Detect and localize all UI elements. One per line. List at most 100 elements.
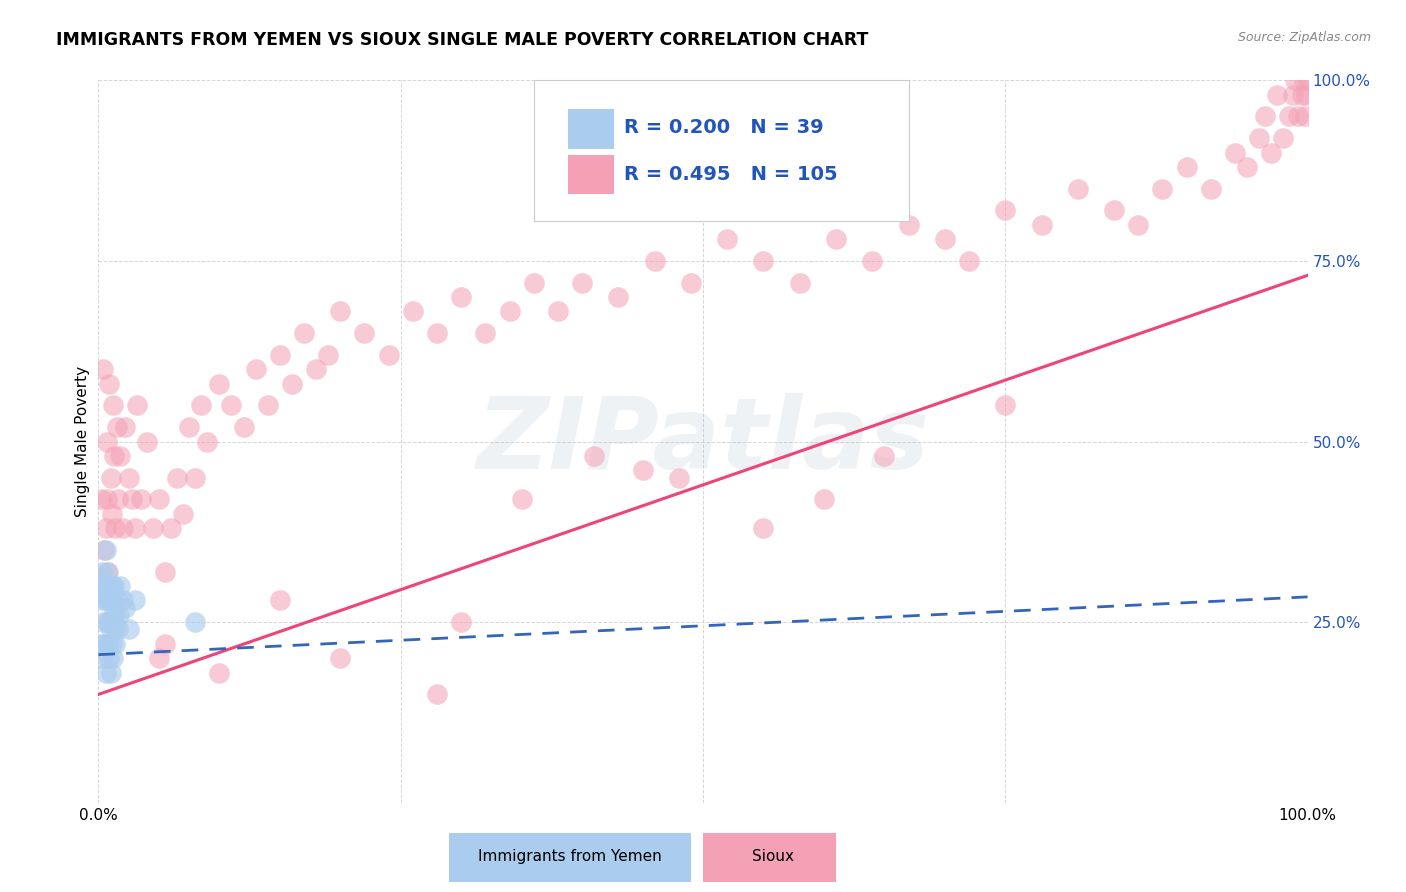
Point <box>107 492 129 507</box>
Point <box>94 542 117 557</box>
FancyBboxPatch shape <box>449 833 690 882</box>
Point <box>105 420 128 434</box>
Point <box>160 521 183 535</box>
Point <box>153 565 176 579</box>
Point <box>329 651 352 665</box>
Point <box>94 593 117 607</box>
Point <box>114 600 136 615</box>
Point <box>114 420 136 434</box>
Point <box>305 362 328 376</box>
Point <box>994 398 1017 412</box>
Point <box>100 623 122 637</box>
Point <box>1272 131 1295 145</box>
Point <box>93 579 115 593</box>
Point <box>107 623 129 637</box>
Point <box>450 290 472 304</box>
FancyBboxPatch shape <box>703 833 837 882</box>
Point <box>1254 110 1277 124</box>
Point <box>1175 160 1198 174</box>
Point <box>98 376 121 391</box>
Point <box>1278 110 1301 124</box>
Point <box>426 326 449 340</box>
Point <box>100 665 122 680</box>
Point <box>1236 160 1258 174</box>
Point <box>1267 87 1289 102</box>
Point <box>111 593 134 607</box>
Point <box>118 623 141 637</box>
Point <box>97 637 120 651</box>
Point <box>94 521 117 535</box>
Point <box>860 253 883 268</box>
Point <box>668 470 690 484</box>
Point <box>1282 87 1305 102</box>
Point <box>100 507 122 521</box>
Point <box>129 492 152 507</box>
Text: Sioux: Sioux <box>752 849 794 864</box>
Point <box>873 449 896 463</box>
Point <box>89 637 111 651</box>
Point <box>97 565 120 579</box>
Point <box>281 376 304 391</box>
FancyBboxPatch shape <box>568 109 613 149</box>
Point <box>111 521 134 535</box>
Point <box>1291 87 1313 102</box>
Point <box>91 593 114 607</box>
Point <box>135 434 157 449</box>
Point <box>752 521 775 535</box>
FancyBboxPatch shape <box>568 154 613 194</box>
Point <box>121 492 143 507</box>
Point <box>1292 73 1315 87</box>
Point <box>101 593 124 607</box>
Point <box>1296 73 1319 87</box>
Point <box>91 362 114 376</box>
Point <box>100 637 122 651</box>
Point <box>208 376 231 391</box>
Point <box>1294 110 1316 124</box>
Point <box>166 470 188 484</box>
Point <box>93 637 115 651</box>
Point <box>269 593 291 607</box>
Point <box>450 615 472 630</box>
Point <box>93 542 115 557</box>
Point <box>402 304 425 318</box>
Point <box>96 565 118 579</box>
Point <box>426 687 449 701</box>
Point <box>98 615 121 630</box>
Point <box>97 593 120 607</box>
Point <box>90 579 112 593</box>
Point <box>108 449 131 463</box>
Point <box>631 463 654 477</box>
Point <box>103 579 125 593</box>
Point <box>148 492 170 507</box>
Point <box>1067 182 1090 196</box>
Point <box>100 593 122 607</box>
Point <box>957 253 980 268</box>
Point <box>813 492 835 507</box>
Point <box>101 398 124 412</box>
Point <box>498 304 520 318</box>
Point <box>510 492 533 507</box>
Point <box>97 579 120 593</box>
Point <box>825 232 848 246</box>
Point <box>474 326 496 340</box>
Point <box>583 449 606 463</box>
Point <box>91 615 114 630</box>
Point <box>208 665 231 680</box>
Point <box>523 276 546 290</box>
FancyBboxPatch shape <box>534 80 908 221</box>
Point <box>127 398 149 412</box>
Point <box>184 470 207 484</box>
Point <box>679 276 702 290</box>
Point <box>377 348 399 362</box>
Point <box>100 579 122 593</box>
Text: ZIPatlas: ZIPatlas <box>477 393 929 490</box>
Point <box>96 615 118 630</box>
Point <box>142 521 165 535</box>
Point <box>91 565 114 579</box>
Point <box>104 521 127 535</box>
Point <box>96 492 118 507</box>
Point <box>104 637 127 651</box>
Text: Source: ZipAtlas.com: Source: ZipAtlas.com <box>1237 31 1371 45</box>
Point <box>1286 110 1309 124</box>
Point <box>195 434 218 449</box>
